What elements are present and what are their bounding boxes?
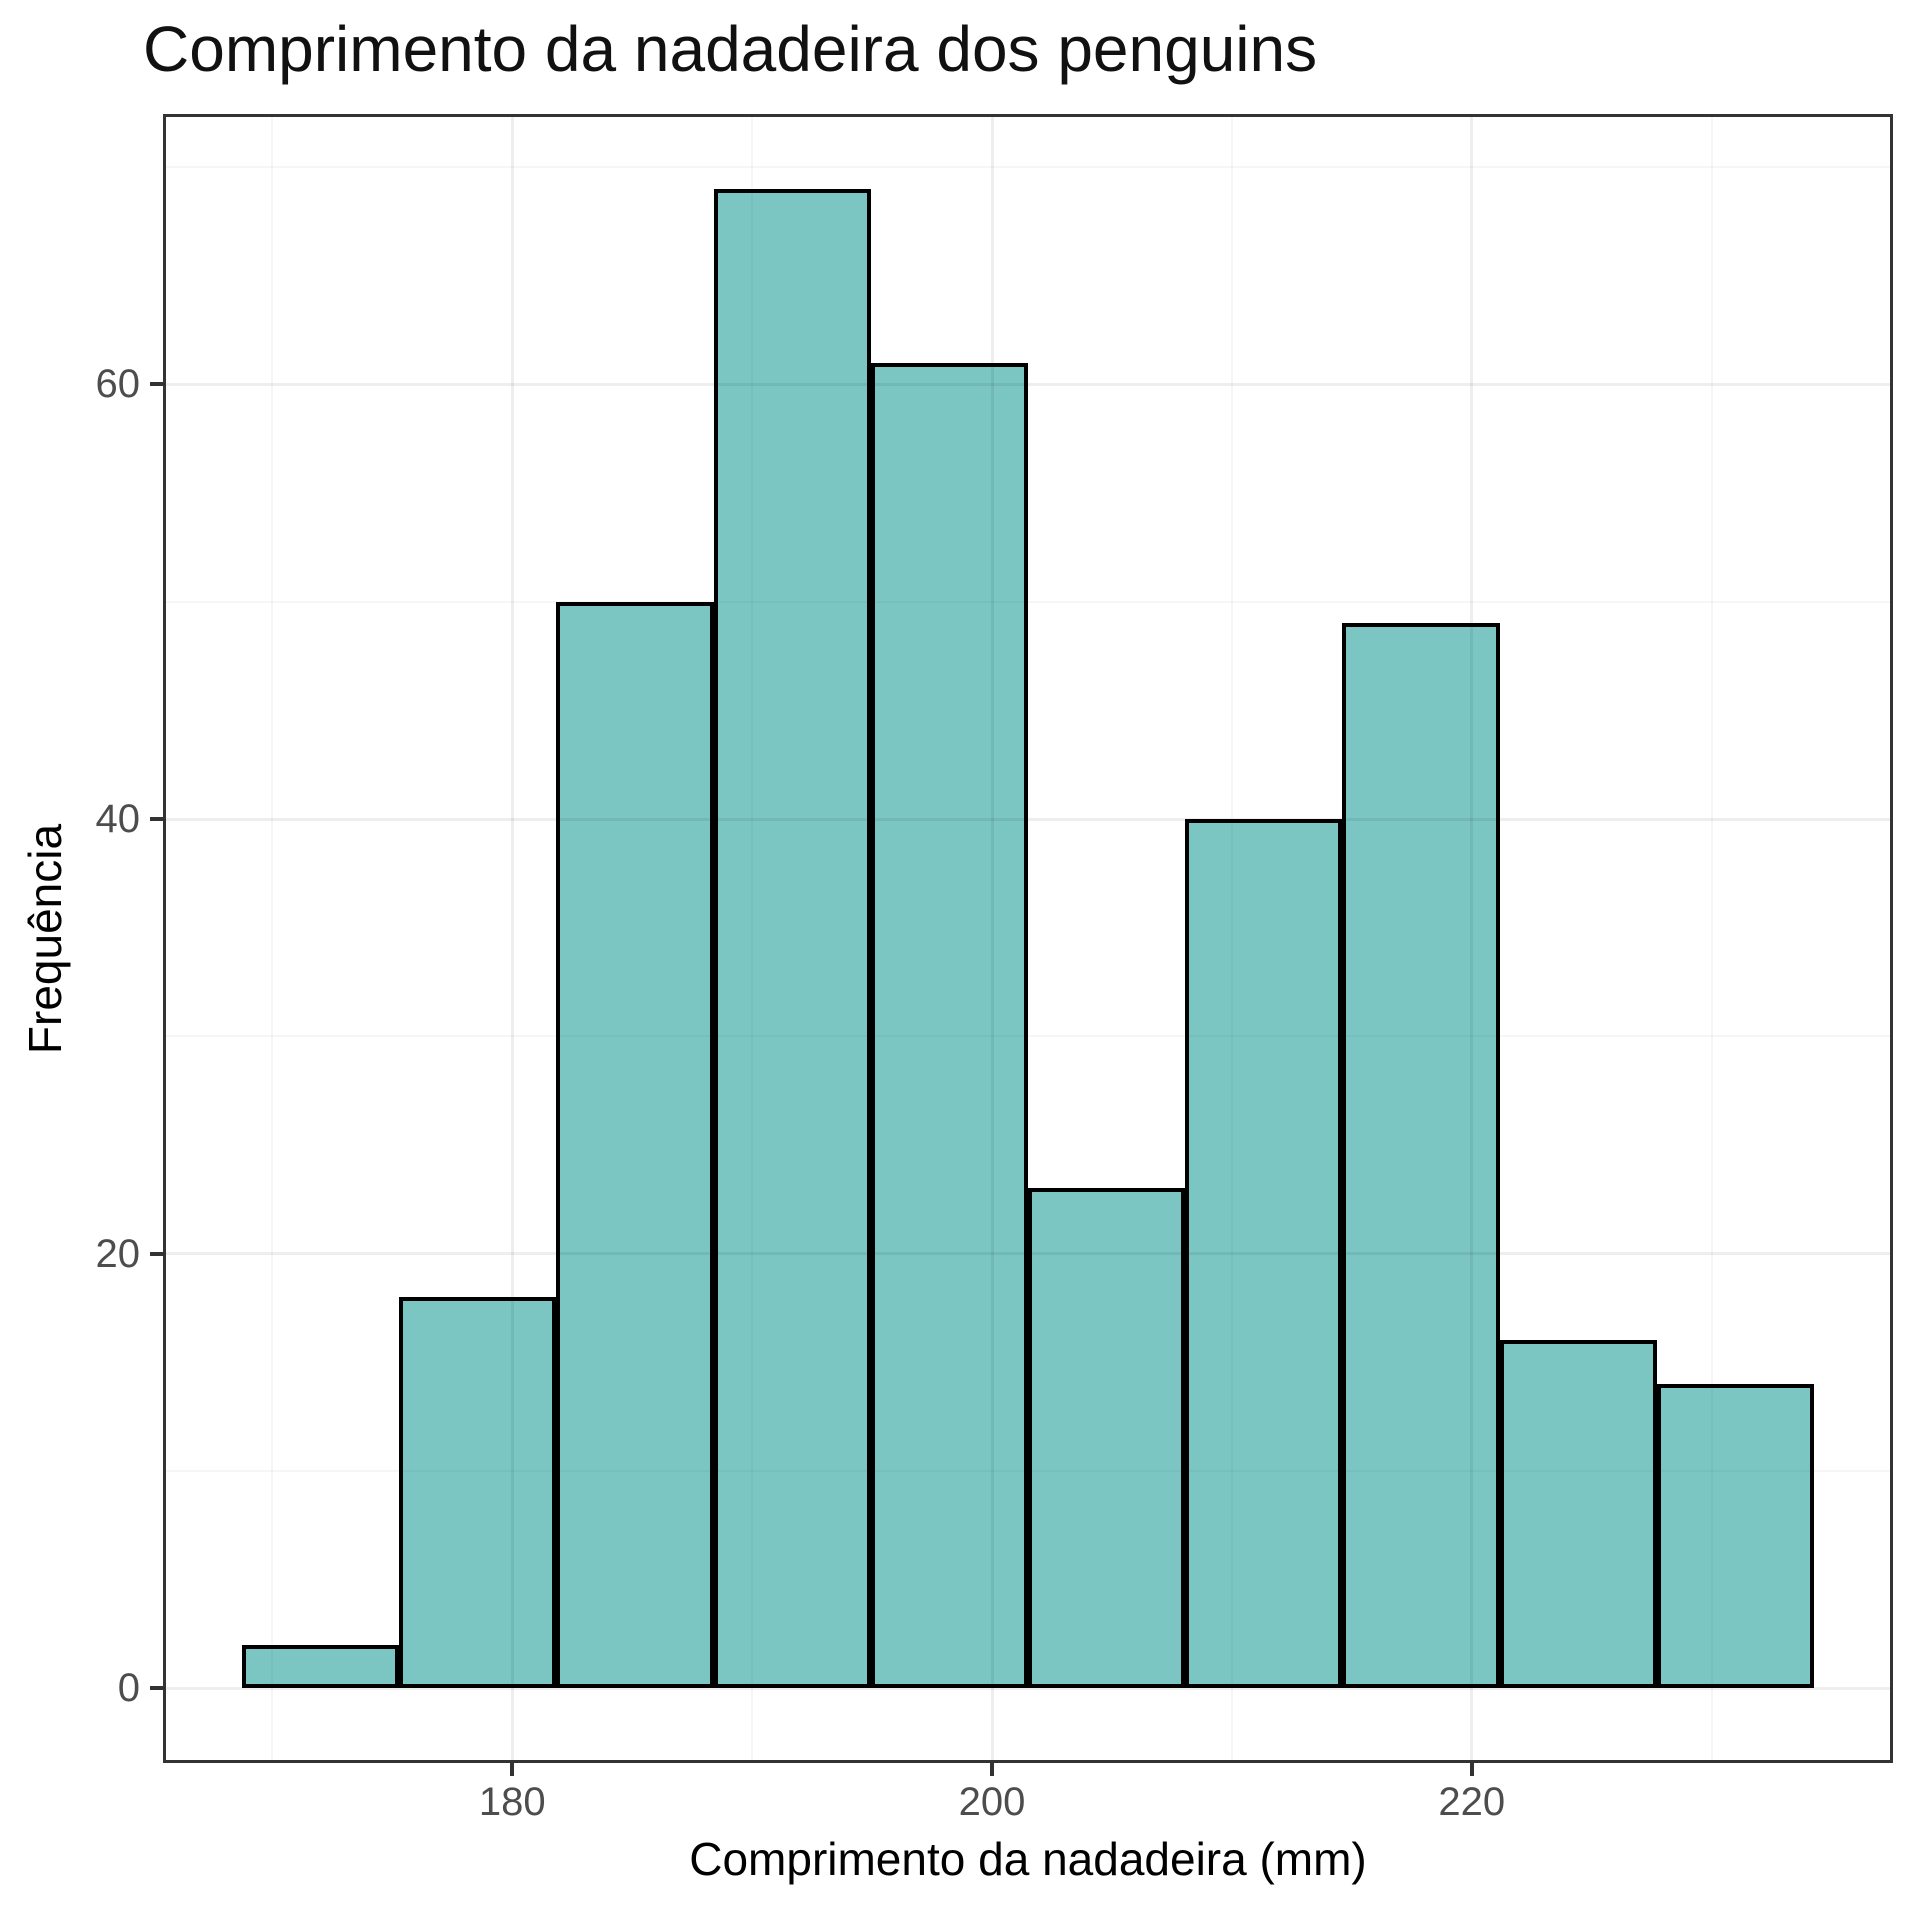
y-tick-mark (150, 1251, 163, 1256)
histogram-bar-3 (556, 601, 714, 1689)
gridline-minor-y (163, 166, 1893, 168)
gridline-minor-x (1711, 114, 1713, 1763)
x-tick-label: 180 (478, 1780, 546, 1824)
gridline-minor-x (271, 114, 273, 1763)
y-tick-label: 60 (95, 362, 141, 407)
x-tick-label: 220 (1438, 1780, 1506, 1824)
gridline-minor-y (163, 1035, 1893, 1037)
x-tick-label: 200 (958, 1780, 1026, 1824)
x-tick-mark (1469, 1763, 1474, 1776)
y-tick-label: 40 (95, 797, 141, 841)
plot-panel (163, 114, 1893, 1763)
plot-title: Comprimento da nadadeira dos penguins (143, 13, 1318, 85)
x-axis-title: Comprimento da nadadeira (mm) (689, 1833, 1367, 1885)
y-tick-mark (150, 382, 163, 387)
gridline-major-x (510, 114, 514, 1763)
gridline-minor-x (1231, 114, 1233, 1763)
histogram-bar-9 (1499, 1340, 1657, 1689)
gridline-major-y (163, 817, 1893, 821)
y-tick-label: 20 (95, 1231, 141, 1276)
gridline-major-y (163, 382, 1893, 386)
histogram-bar-8 (1342, 623, 1500, 1689)
gridline-minor-y (163, 601, 1893, 603)
histogram-bar-10 (1656, 1383, 1815, 1689)
histogram-bar-5 (870, 362, 1028, 1689)
histogram-bar-1 (241, 1644, 400, 1689)
gridline-major-y (163, 1252, 1893, 1256)
gridline-major-y (163, 1686, 1893, 1690)
histogram-bar-2 (399, 1296, 557, 1689)
histogram-bar-6 (1028, 1188, 1186, 1689)
histogram-bar-4 (713, 188, 871, 1689)
gridline-major-x (990, 114, 994, 1763)
x-tick-mark (510, 1763, 515, 1776)
y-tick-mark (150, 1686, 163, 1691)
y-tick-label: 0 (117, 1666, 140, 1711)
gridline-minor-x (751, 114, 753, 1763)
histogram-bar-7 (1185, 819, 1343, 1689)
gridline-minor-y (163, 1470, 1893, 1472)
x-tick-mark (990, 1763, 995, 1776)
y-tick-mark (150, 817, 163, 821)
gridline-major-x (1470, 114, 1474, 1763)
y-axis-title: Frequência (19, 823, 71, 1054)
